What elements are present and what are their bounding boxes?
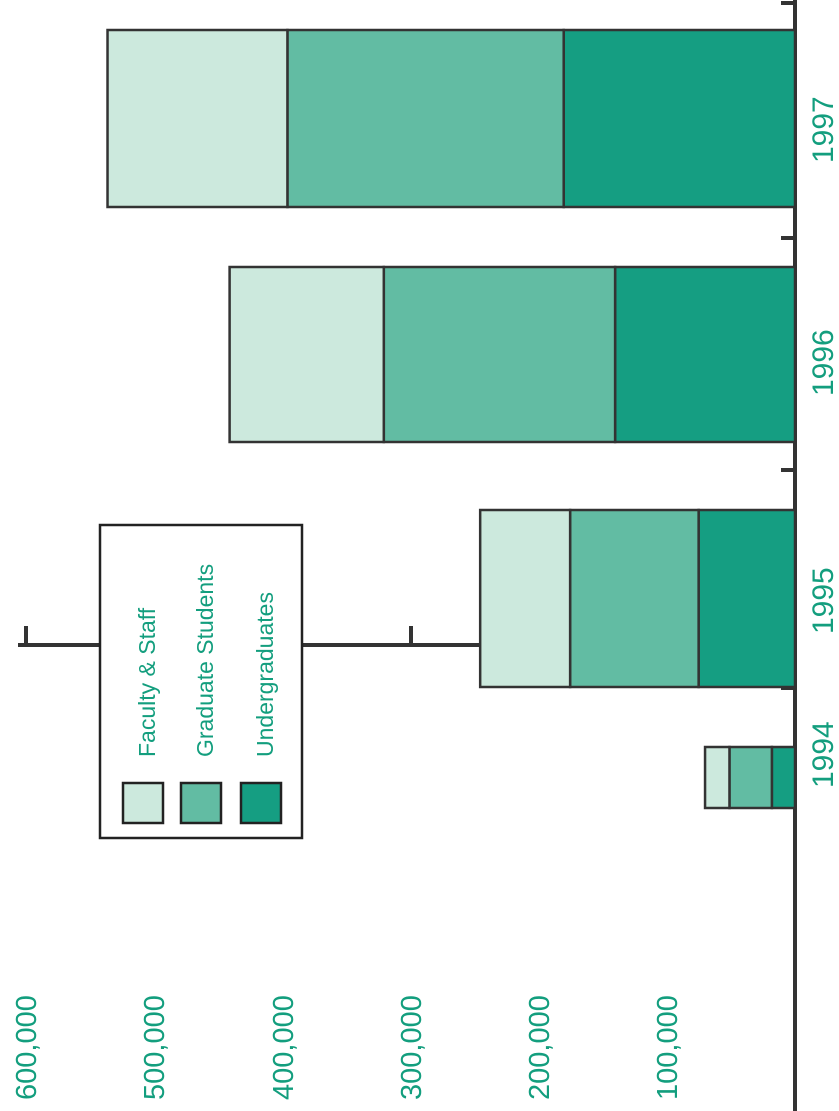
legend-swatch (179, 781, 223, 825)
bar-faculty-staff (478, 508, 572, 689)
category-label: 1994 (807, 721, 839, 788)
legend-label: Faculty & Staff (134, 607, 160, 757)
bar-faculty-staff (106, 28, 289, 209)
bar-undergraduates (697, 508, 797, 689)
bar-undergraduates (770, 745, 797, 810)
value-tick-label: 200,000 (524, 995, 556, 1100)
legend-swatch (121, 781, 165, 825)
value-tick-label: 300,000 (396, 995, 428, 1100)
bar-undergraduates (562, 28, 797, 209)
category-label: 1997 (807, 96, 839, 163)
category-label: 1995 (807, 567, 839, 634)
value-tick-label: 100,000 (652, 995, 684, 1100)
legend-label: Graduate Students (192, 564, 218, 757)
bar-graduate-students (728, 745, 774, 810)
value-tick-label: 400,000 (268, 995, 300, 1100)
bar-faculty-staff (228, 265, 386, 444)
legend-swatch (239, 781, 283, 825)
bar-graduate-students (286, 28, 565, 209)
category-label: 1996 (807, 329, 839, 396)
value-tick-label: 600,000 (11, 995, 43, 1100)
bar-undergraduates (613, 265, 797, 444)
bar-graduate-students (568, 508, 700, 689)
value-tick-label: 500,000 (139, 995, 171, 1100)
bar-faculty-staff (703, 745, 731, 810)
bar-graduate-students (382, 265, 617, 444)
legend-label: Undergraduates (252, 592, 278, 757)
